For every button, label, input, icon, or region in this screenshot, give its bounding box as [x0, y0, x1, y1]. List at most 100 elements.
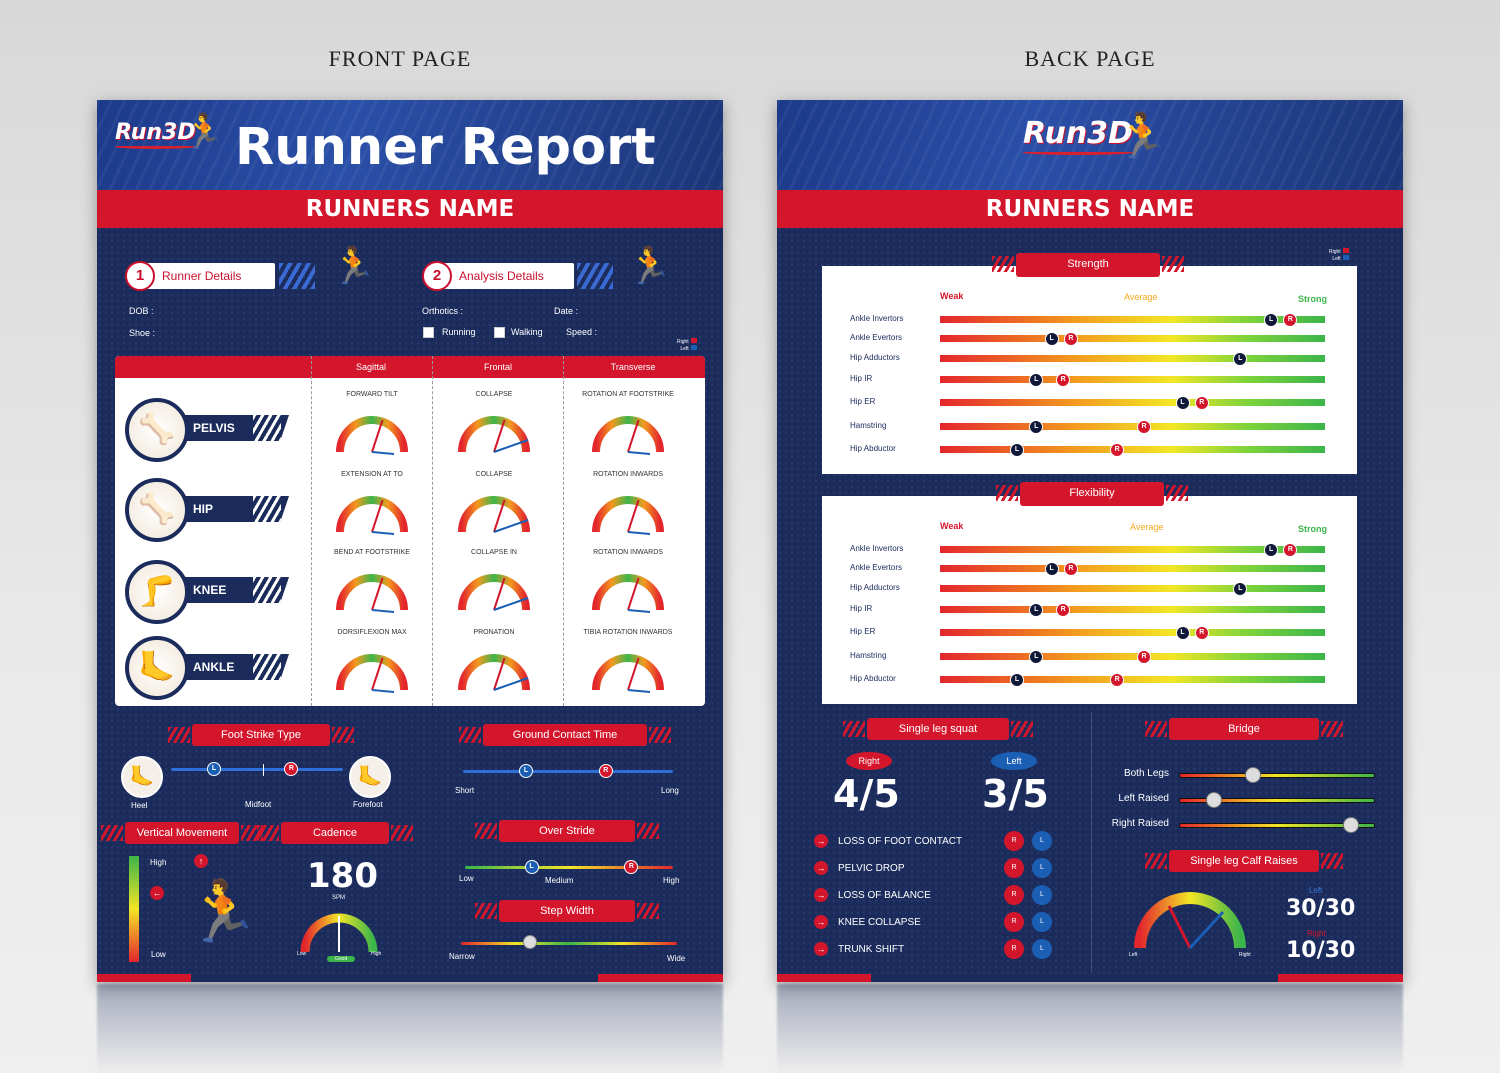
row-label: Ankle Invertors: [850, 544, 904, 553]
runner-figure-icon: 🏃: [627, 245, 672, 286]
date-label: Date :: [554, 306, 579, 316]
row-label: Hip ER: [850, 627, 876, 636]
runner-details-label: Runner Details: [162, 269, 242, 283]
row-label: Hip Adductors: [850, 583, 900, 592]
average-label: Average: [1130, 522, 1164, 532]
left-score-marker: L: [1044, 332, 1059, 346]
bridge-slider-knob: [1245, 767, 1262, 783]
runner-details-pill: 1 Runner Details: [125, 261, 275, 291]
ground-contact-title: Ground Contact Time: [459, 724, 671, 746]
calf-gauge: [1134, 892, 1246, 950]
hip-tag: HIP: [179, 496, 289, 522]
left-score-marker: L: [1233, 582, 1248, 596]
score-bar: [940, 355, 1325, 362]
over-stride-title: Over Stride: [475, 820, 659, 842]
score-bar: [940, 585, 1325, 592]
walking-checkbox[interactable]: [494, 327, 505, 338]
foot-strike-title: Foot Strike Type: [168, 724, 354, 746]
row-label: Hip Adductors: [850, 353, 900, 362]
gauge-caption: EXTENSION AT TO: [341, 471, 403, 478]
calf-left-label: Left: [1309, 886, 1323, 895]
running-checkbox[interactable]: [423, 327, 434, 338]
row-label: Hip ER: [850, 397, 876, 406]
row-label: Hip Abductor: [850, 444, 896, 453]
foot-strike-right-marker: R: [284, 762, 299, 776]
squat-item-label: LOSS OF FOOT CONTACT: [838, 836, 963, 847]
squat-item-label: LOSS OF BALANCE: [838, 890, 931, 901]
step-width-track: [461, 942, 677, 945]
gauge-caption: ROTATION AT FOOTSTRIKE: [582, 391, 674, 398]
joint-analysis-table: Sagittal Frontal Transverse PELVIS 🦴 HIP…: [115, 356, 705, 706]
measurement-gauge: [592, 654, 664, 693]
measurement-gauge: [336, 416, 408, 455]
score-bar: [940, 606, 1325, 613]
walking-label: Walking: [511, 327, 543, 337]
left-score-marker: L: [1029, 603, 1044, 617]
over-stride-track: [465, 866, 673, 869]
bridge-track: [1179, 823, 1375, 828]
strength-panel: Weak Average Strong Ankle Invertors L R Ank…: [822, 266, 1357, 474]
right-score-marker: R: [1056, 603, 1071, 617]
right-score-marker: R: [1194, 396, 1209, 410]
strong-label: Strong: [1298, 294, 1327, 304]
bridge-row-label: Both Legs: [1123, 768, 1169, 779]
back-header: Run3D 🏃: [777, 100, 1403, 190]
squat-right-score: 4/5: [833, 772, 900, 816]
measurement-gauge: [336, 496, 408, 535]
left-indicator: L: [1032, 858, 1052, 878]
gauge-caption: DORSIFLEXION MAX: [337, 629, 407, 636]
vertical-high-label: High: [150, 858, 167, 867]
stripes-decoration: [279, 263, 315, 289]
calf-right-score: 10/30: [1286, 938, 1356, 963]
step-width-marker: [523, 935, 538, 949]
running-label: Running: [442, 327, 476, 337]
flexibility-title: Flexibility: [996, 482, 1188, 506]
over-stride-left-marker: L: [524, 860, 539, 874]
score-bar: [940, 423, 1325, 430]
front-header: Run3D 🏃 Runner Report: [97, 100, 723, 190]
dob-label: DOB :: [129, 306, 154, 316]
right-left-legend: Right Left: [1329, 248, 1349, 262]
squat-right-badge: Right: [846, 752, 892, 770]
analysis-details-pill: 2 Analysis Details: [422, 261, 574, 291]
calf-left-score: 30/30: [1286, 896, 1356, 921]
foot-strike-track: [171, 768, 343, 771]
gauge-caption: COLLAPSE: [475, 391, 513, 398]
midfoot-label: Midfoot: [245, 800, 272, 809]
score-bar: [940, 676, 1325, 683]
runner-figure-icon: 🏃: [1115, 112, 1170, 161]
squat-left-score: 3/5: [982, 772, 1049, 816]
run3d-logo: Run3D: [1023, 116, 1133, 151]
score-bar: [940, 446, 1325, 453]
gauge-caption: ROTATION INWARDS: [593, 471, 663, 478]
vertical-movement-title: Vertical Movement: [101, 822, 263, 844]
score-bar: [940, 653, 1325, 660]
gauge-caption: PRONATION: [473, 629, 515, 636]
measurement-gauge: [458, 496, 530, 533]
gauge-caption: COLLAPSE IN: [471, 549, 517, 556]
front-page: Run3D 🏃 Runner Report RUNNERS NAME 1 Run…: [97, 100, 723, 982]
right-score-marker: R: [1137, 650, 1152, 664]
speed-label: Speed :: [566, 327, 598, 337]
left-score-marker: L: [1010, 673, 1024, 687]
left-score-marker: L: [1175, 396, 1190, 410]
analysis-details-label: Analysis Details: [459, 269, 544, 283]
weak-label: Weak: [940, 291, 964, 301]
bridge-slider-knob: [1343, 817, 1360, 833]
calf-raises-title: Single leg Calf Raises: [1145, 850, 1343, 872]
runner-figure-icon: 🏃: [183, 113, 226, 151]
score-bar: [940, 316, 1325, 323]
average-label: Average: [1124, 292, 1158, 302]
pelvis-tag: PELVIS: [179, 415, 289, 441]
right-score-marker: R: [1110, 443, 1125, 457]
cadence-good-label: Good: [327, 956, 356, 962]
row-label: Ankle Invertors: [850, 314, 904, 323]
squat-item-label: TRUNK SHIFT: [838, 944, 905, 955]
orthotics-label: Orthotics :: [422, 306, 464, 316]
left-score-marker: L: [1175, 626, 1190, 640]
col-transverse: Transverse: [610, 362, 656, 372]
right-left-legend: Right Left: [677, 338, 697, 352]
row-label: Hamstring: [850, 651, 887, 660]
narrow-label: Narrow: [449, 952, 475, 961]
score-bar: [940, 376, 1325, 383]
